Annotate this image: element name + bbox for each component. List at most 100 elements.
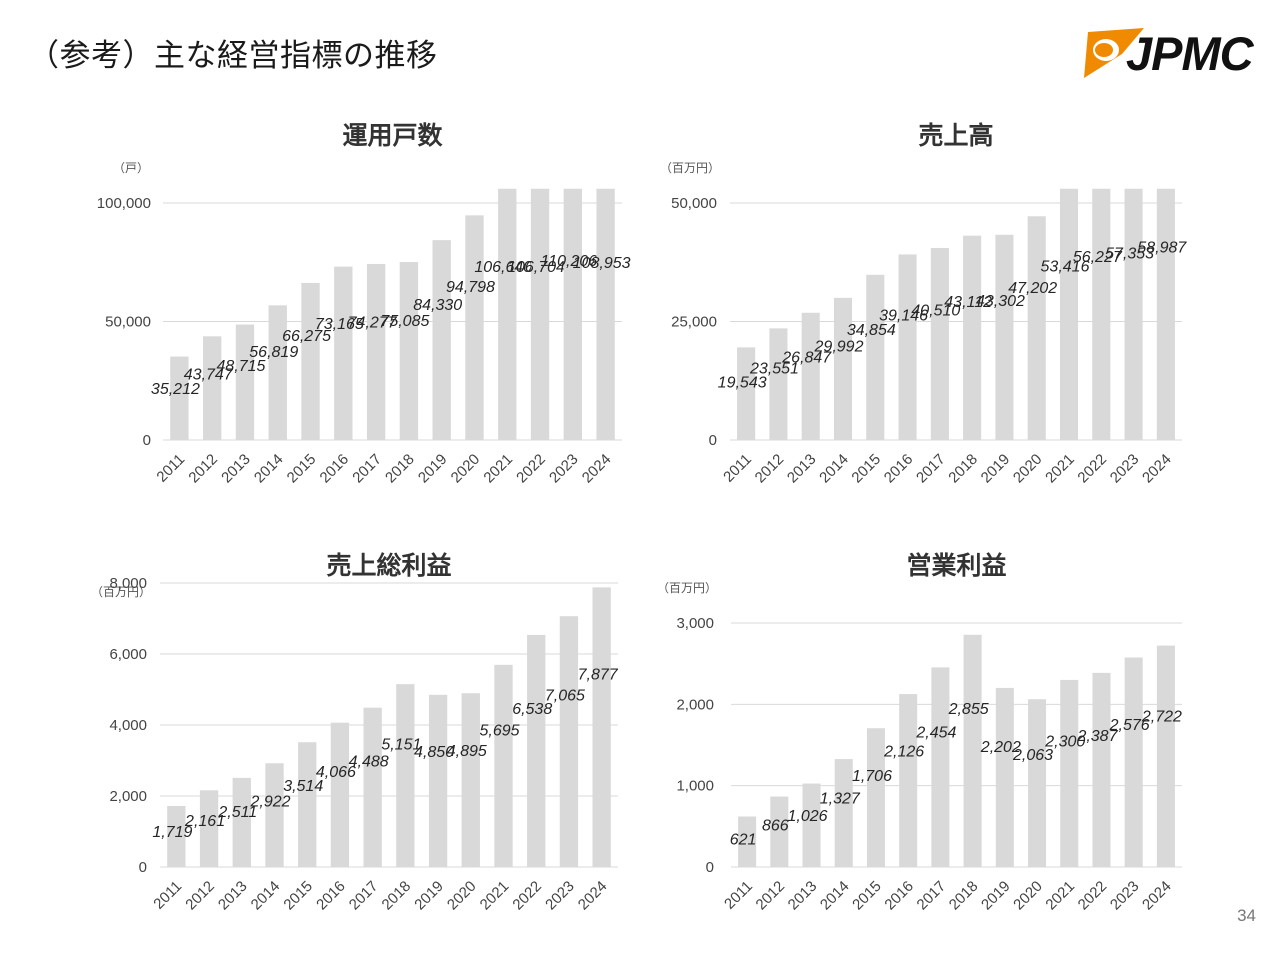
data-label: 4,488 bbox=[349, 753, 389, 770]
bar bbox=[1124, 657, 1143, 867]
x-tick-label: 2019 bbox=[411, 878, 447, 914]
data-label: 23,551 bbox=[749, 361, 799, 378]
y-tick-label: 6,000 bbox=[109, 646, 147, 663]
bar bbox=[769, 328, 788, 440]
bar bbox=[770, 796, 789, 867]
bar bbox=[963, 634, 982, 867]
page-number: 34 bbox=[1237, 906, 1256, 925]
data-label: 7,065 bbox=[545, 687, 585, 704]
x-tick-label: 2019 bbox=[415, 451, 451, 487]
x-tick-label: 2018 bbox=[379, 878, 415, 914]
x-tick-label: 2015 bbox=[849, 878, 885, 914]
x-tick-label: 2016 bbox=[881, 451, 917, 487]
unit-label: （百万円） bbox=[91, 585, 151, 599]
data-label: 29,992 bbox=[814, 339, 864, 356]
y-tick-label: 3,000 bbox=[676, 615, 714, 632]
bar bbox=[1027, 216, 1046, 440]
x-tick-label: 2023 bbox=[546, 451, 582, 487]
chart-svg: 営業利益 （百万円） 0 1,000 2,000 3,000 2011 621 2012 866 2… bbox=[657, 551, 1182, 914]
y-tick-label: 1,000 bbox=[676, 778, 714, 795]
chart-title: 営業利益 bbox=[906, 551, 1006, 580]
data-label: 75,085 bbox=[380, 313, 429, 330]
x-tick-label: 2017 bbox=[349, 451, 385, 487]
data-label: 2,511 bbox=[217, 804, 257, 821]
x-tick-label: 2022 bbox=[509, 878, 545, 914]
x-tick-label: 2014 bbox=[248, 878, 284, 914]
logo-text: JPMC bbox=[1126, 27, 1254, 80]
data-label: 19,543 bbox=[718, 374, 767, 391]
bar bbox=[199, 790, 219, 867]
x-tick-label: 2012 bbox=[752, 451, 788, 487]
y-tick-label: 50,000 bbox=[671, 195, 717, 212]
bar bbox=[802, 783, 821, 867]
y-tick-label: 4,000 bbox=[109, 717, 147, 734]
data-label: 106,640 bbox=[474, 259, 532, 276]
chart-title: 売上総利益 bbox=[326, 551, 451, 580]
data-label: 57,353 bbox=[1105, 245, 1154, 262]
data-label: 2,161 bbox=[184, 813, 225, 830]
bar bbox=[898, 254, 917, 440]
bar bbox=[834, 759, 853, 867]
x-tick-label: 2020 bbox=[1010, 878, 1046, 914]
bar bbox=[202, 336, 222, 440]
bar bbox=[366, 263, 386, 440]
x-tick-label: 2017 bbox=[913, 451, 949, 487]
y-tick-label: 0 bbox=[143, 432, 151, 449]
y-tick-label: 25,000 bbox=[671, 314, 717, 331]
y-tick-label: 50,000 bbox=[105, 314, 151, 331]
data-label: 6,538 bbox=[512, 701, 552, 718]
x-tick-label: 2013 bbox=[215, 878, 251, 914]
company-logo: JPMC bbox=[1082, 24, 1258, 82]
y-tick-label: 2,000 bbox=[676, 696, 714, 713]
bar bbox=[737, 347, 756, 440]
data-label: 2,063 bbox=[1012, 747, 1053, 764]
bar bbox=[461, 693, 480, 867]
x-tick-label: 2015 bbox=[848, 451, 884, 487]
logo-mark-icon bbox=[1084, 28, 1144, 78]
bar bbox=[498, 188, 517, 440]
data-label: 106,704 bbox=[507, 259, 565, 276]
bar bbox=[399, 262, 419, 440]
data-label: 74,277 bbox=[348, 314, 398, 331]
bar bbox=[1092, 672, 1111, 867]
x-tick-label: 2020 bbox=[444, 878, 480, 914]
bar bbox=[170, 356, 189, 440]
data-label: 4,895 bbox=[447, 743, 487, 760]
x-tick-label: 2022 bbox=[1074, 451, 1110, 487]
bar bbox=[396, 684, 415, 867]
bar bbox=[930, 247, 949, 440]
x-tick-label: 2018 bbox=[946, 878, 982, 914]
data-label: 110,206 bbox=[540, 253, 597, 270]
data-label: 2,300 bbox=[1044, 733, 1085, 750]
chart-revenue: 売上高 （百万円） 0 25,000 50,000 2011 19,543 2012 23,55… bbox=[640, 100, 1280, 520]
data-label: 2,576 bbox=[1109, 717, 1150, 734]
x-tick-label: 2024 bbox=[579, 451, 615, 487]
bar bbox=[1028, 699, 1047, 867]
chart-title: 売上高 bbox=[918, 121, 993, 150]
data-label: 56,227 bbox=[1073, 249, 1123, 266]
x-tick-label: 2013 bbox=[784, 451, 820, 487]
unit-label: （戸） bbox=[113, 161, 149, 175]
data-label: 39,146 bbox=[879, 307, 928, 324]
x-tick-label: 2016 bbox=[881, 878, 917, 914]
bar bbox=[265, 763, 284, 867]
x-tick-label: 2014 bbox=[817, 878, 853, 914]
y-tick-label: 100,000 bbox=[97, 195, 151, 212]
x-tick-label: 2012 bbox=[182, 878, 218, 914]
unit-label: （百万円） bbox=[657, 581, 717, 595]
data-label: 35,212 bbox=[151, 381, 200, 398]
x-tick-label: 2014 bbox=[251, 451, 287, 487]
bar bbox=[931, 667, 950, 867]
x-tick-label: 2011 bbox=[153, 451, 188, 486]
bar bbox=[268, 305, 287, 440]
bar bbox=[866, 728, 885, 867]
data-label: 2,126 bbox=[883, 744, 924, 761]
bar bbox=[1156, 188, 1175, 440]
bar bbox=[301, 282, 320, 440]
x-tick-label: 2015 bbox=[280, 878, 316, 914]
x-tick-label: 2017 bbox=[914, 878, 950, 914]
data-label: 2,202 bbox=[980, 739, 1021, 756]
bar bbox=[465, 215, 484, 440]
bar bbox=[432, 240, 451, 440]
x-tick-label: 2024 bbox=[575, 878, 611, 914]
